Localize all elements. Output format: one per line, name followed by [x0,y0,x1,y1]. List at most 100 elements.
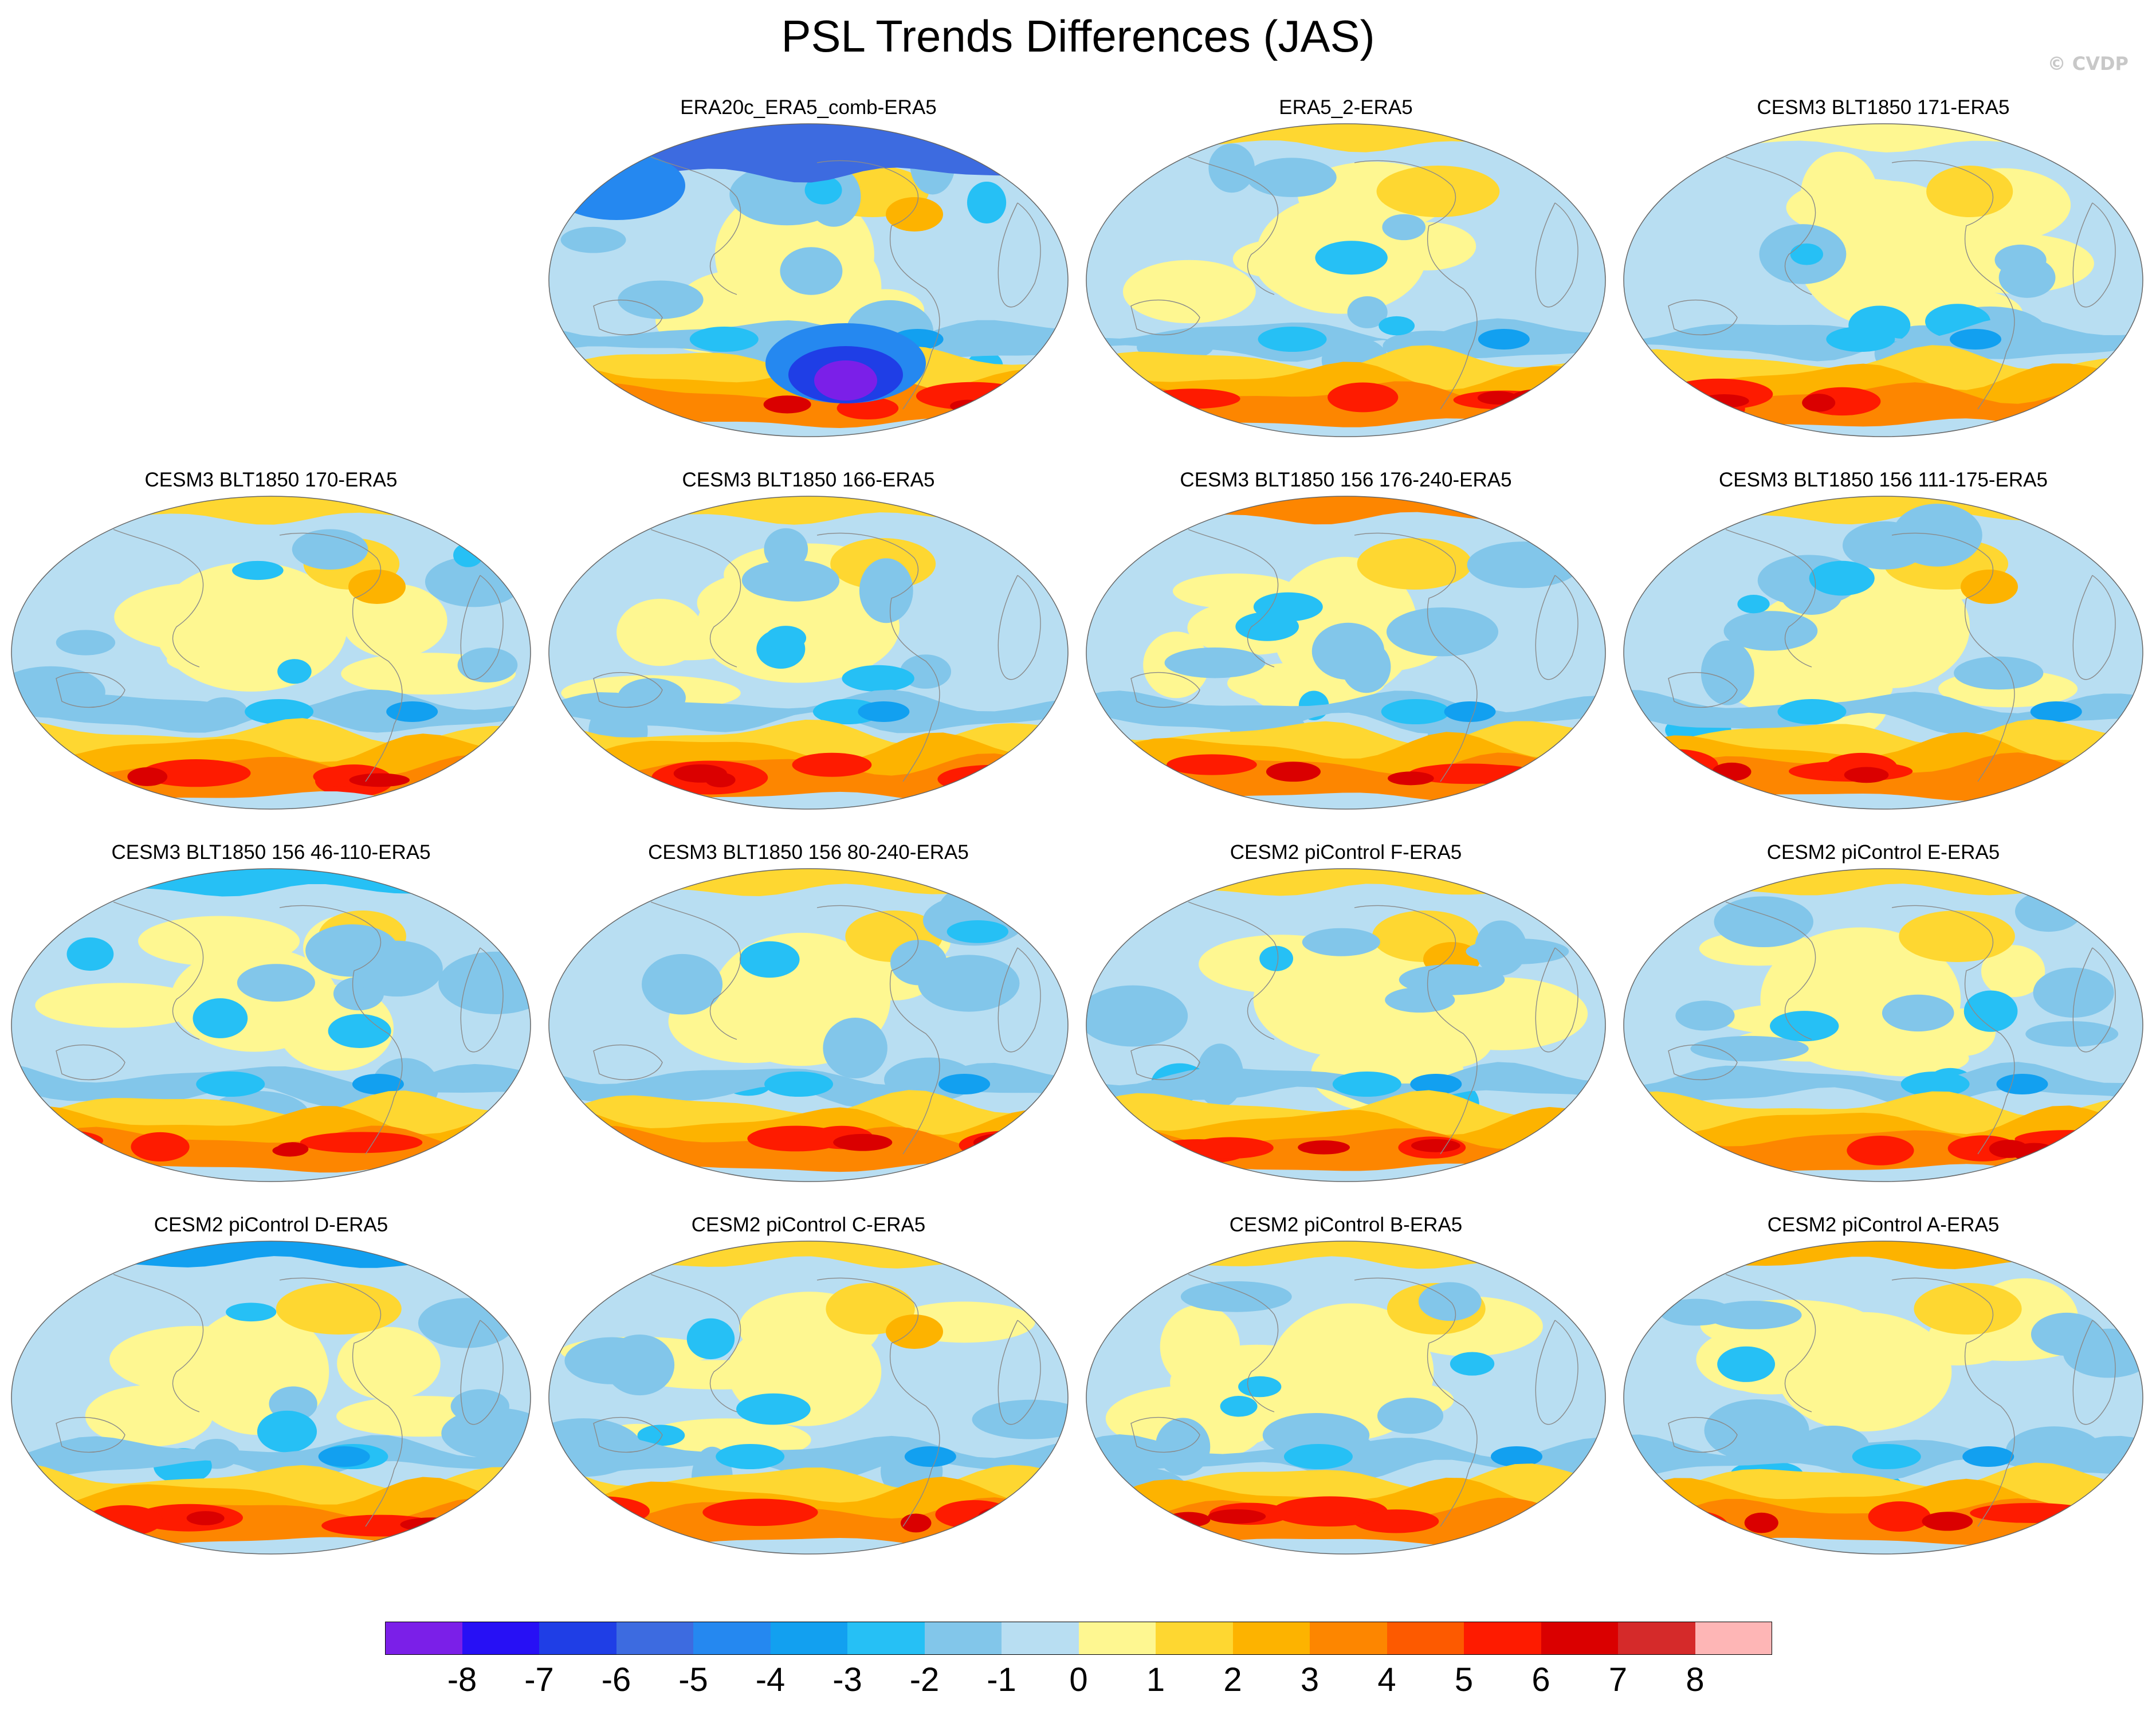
robinson-map [1623,1241,2143,1555]
contour-region [904,1446,956,1467]
colorbar-tick-label: 0 [1069,1661,1088,1698]
map-border [548,868,1069,1182]
contour-region [1298,1140,1350,1155]
contour-region [938,1074,991,1094]
robinson-map [11,868,531,1182]
colorbar-swatch [385,1622,462,1655]
robinson-map [1623,868,2143,1182]
coastline-americas [1354,1277,1478,1527]
contour-region [337,1327,441,1400]
colorbar-swatch [1618,1622,1695,1655]
contour-region [1444,701,1496,722]
map-panel: ERA20c_ERA5_comb-ERA5 [542,96,1075,463]
contour-region [642,953,723,1015]
map-field [11,496,531,809]
colorbar-swatch [462,1622,539,1655]
contour-band [1624,124,2143,152]
coastlines [1668,1274,2116,1527]
colorbar-tick-label: -4 [755,1661,786,1698]
coastlines [56,901,504,1155]
contour-region [1235,612,1299,641]
contour-region [1717,1346,1776,1382]
colorbar-tick-label: 2 [1223,1661,1242,1698]
contour-region [245,699,314,724]
contour-region [823,1018,887,1079]
contour-region [1737,595,1770,614]
contour-region [277,659,312,684]
contour-region [1381,699,1450,724]
coastline-africa [1535,575,1578,680]
contour-region [1714,896,1814,948]
figure-title: PSL Trends Differences (JAS) [781,11,1375,61]
robinson-map [1086,496,1606,810]
contour-region [35,983,205,1028]
colorbar-tick-label: -3 [832,1661,862,1698]
contour-region [1868,1501,1931,1532]
contour-region [1385,987,1455,1013]
colorbar-tick-label: -5 [678,1661,708,1698]
contour-region [386,701,438,722]
colorbar-swatch [1232,1622,1310,1655]
contour-region [1882,994,1954,1032]
robinson-map [548,868,1069,1182]
contour-region [765,626,807,650]
contour-region [947,920,1009,943]
contour-region [1981,945,2045,998]
colorbar-swatch [847,1622,925,1655]
map-border [11,1241,531,1555]
colorbar-tick-label: 7 [1608,1661,1628,1698]
contour-region [1826,327,1895,352]
contour-region [1408,763,1527,784]
contour-region [352,1074,404,1094]
coastlines [1668,529,2116,782]
contour-region [11,1129,104,1152]
contour-region [318,1446,370,1467]
contour-region [696,571,900,683]
contour-region [1629,749,1718,782]
contour-region [237,964,315,1002]
coastlines [56,529,504,782]
colorbar-tick-label: 3 [1300,1661,1319,1698]
contour-region [1962,1446,2014,1467]
contour-region [1450,1352,1495,1376]
colorbar-swatch [1310,1622,1387,1655]
contour-region [1643,1509,1728,1541]
contour-band [1086,496,1605,525]
coastline-africa [460,1320,504,1425]
map-panel: CESM3 BLT1850 171-ERA5 [1617,96,2150,463]
panel-title: CESM2 piControl E-ERA5 [1766,841,2000,864]
contour-region [1914,1283,2022,1335]
map-border [1623,496,2143,810]
contour-region [618,280,704,319]
map-panel: CESM3 BLT1850 156 80-240-ERA5 [542,841,1075,1208]
coastlines [1668,156,2116,410]
contour-region [1998,257,2056,298]
contour-region [1475,920,1527,976]
coastline-asia [650,529,741,668]
contour-region [141,759,251,787]
coastline-australia [593,299,663,336]
contour-region [967,181,1007,223]
map-panel: CESM3 BLT1850 156 46-110-ERA5 [5,841,537,1208]
contour-region [1259,945,1294,971]
colorbar-swatch [924,1622,1002,1655]
panel-title: CESM3 BLT1850 170-ERA5 [144,469,398,491]
contour-region [1706,1301,1802,1329]
map-border [548,496,1069,810]
colorbar-tick-label: 1 [1146,1661,1165,1698]
coastline-australia [593,1044,663,1081]
coastline-americas [1891,532,2015,782]
contour-region [1510,388,1571,407]
contour-region [21,515,76,552]
contour-region [937,764,1046,794]
panel-title: CESM3 BLT1850 156 176-240-ERA5 [1180,469,1512,491]
map-field [11,869,531,1182]
map-panel: CESM2 piControl A-ERA5 [1617,1214,2150,1580]
contour-region [2031,1312,2103,1356]
coastline-africa [2072,575,2116,680]
panel-title: CESM3 BLT1850 156 46-110-ERA5 [111,841,431,864]
map-field [1086,1241,1605,1554]
contour-region [1949,329,2001,350]
contour-region [972,1399,1068,1439]
contour-region [1332,1072,1401,1097]
